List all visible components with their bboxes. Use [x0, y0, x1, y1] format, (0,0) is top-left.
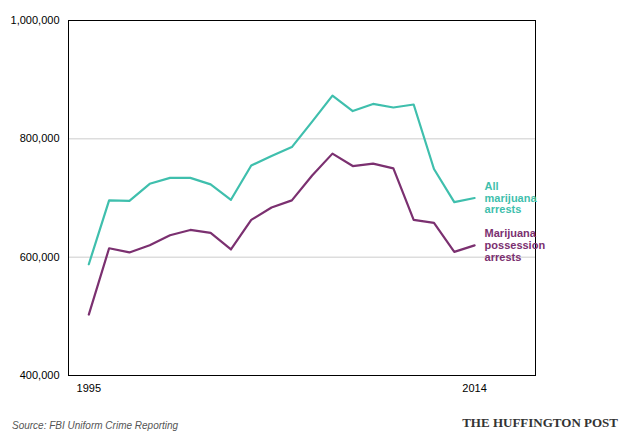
svg-text:800,000: 800,000 [20, 132, 60, 144]
html-text:Source: FBI Uniform Crime Repo: Source: FBI Uniform Crime Reporting [12, 420, 179, 431]
svg-text:1995: 1995 [77, 382, 101, 394]
svg-text:400,000: 400,000 [20, 369, 60, 381]
svg-text:Allmarijuanaarrests: Allmarijuanaarrests [485, 180, 538, 215]
html-text:THE HUFFINGTON POST: THE HUFFINGTON POST [462, 415, 618, 430]
svg-text:1,000,000: 1,000,000 [11, 14, 60, 26]
svg-text:Marijuanapossessionarrests: Marijuanapossessionarrests [485, 227, 546, 262]
svg-text:600,000: 600,000 [20, 251, 60, 263]
svg-text:2014: 2014 [462, 382, 486, 394]
